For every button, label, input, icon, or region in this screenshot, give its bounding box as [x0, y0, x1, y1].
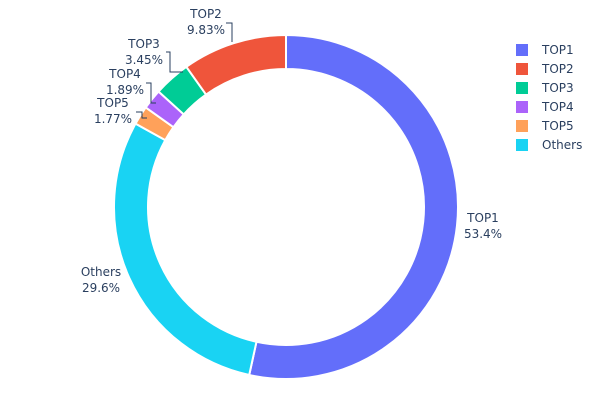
legend-item-top1[interactable]: TOP1: [541, 43, 574, 57]
slice-label: TOP3: [127, 37, 160, 51]
leader-line: [136, 111, 147, 119]
legend-item-others[interactable]: Others: [542, 138, 582, 152]
legend-item-top5[interactable]: TOP5: [541, 119, 574, 133]
slice-label: TOP1: [466, 211, 499, 225]
slice-percent-label: 1.77%: [94, 112, 132, 126]
leader-line: [226, 22, 233, 42]
slice-percent-label: 53.4%: [464, 227, 502, 241]
legend-swatch[interactable]: [516, 120, 528, 132]
slice-label: TOP4: [108, 67, 141, 81]
legend-swatch[interactable]: [516, 82, 528, 94]
slice-top2[interactable]: [184, 33, 287, 96]
slice-percent-label: 9.83%: [187, 23, 225, 37]
slice-label: Others: [81, 265, 121, 279]
legend-swatch[interactable]: [516, 101, 528, 113]
leader-line: [146, 82, 156, 104]
legend-item-top4[interactable]: TOP4: [541, 100, 574, 114]
legend-swatch[interactable]: [516, 139, 528, 151]
slice-label: TOP2: [189, 7, 222, 21]
slice-percent-label: 3.45%: [125, 53, 163, 67]
slice-label: TOP5: [96, 96, 129, 110]
slice-percent-label: 1.89%: [106, 83, 144, 97]
slice-percent-label: 29.6%: [82, 281, 120, 295]
legend-item-top2[interactable]: TOP2: [541, 62, 574, 76]
slice-top1[interactable]: [248, 33, 459, 380]
legend-swatch[interactable]: [516, 63, 528, 75]
slice-others[interactable]: [113, 122, 258, 377]
legend-item-top3[interactable]: TOP3: [541, 81, 574, 95]
legend-swatch[interactable]: [516, 44, 528, 56]
leader-line: [166, 51, 183, 73]
